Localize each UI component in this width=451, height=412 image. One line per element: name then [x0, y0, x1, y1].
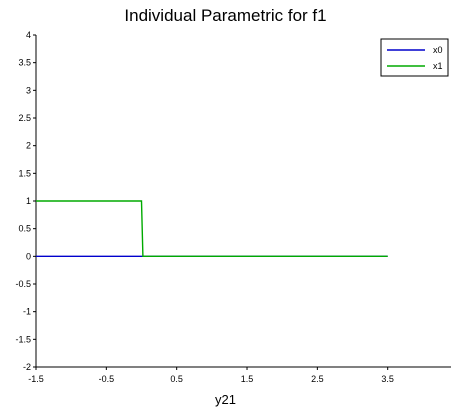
y-axis-ticks: -2 -1.5 -1 -0.5 0 0.5 1 1.5 2 2.5 3 3.5 4	[15, 30, 36, 372]
y-tick-label: -1	[23, 307, 31, 317]
legend-box	[380, 38, 449, 77]
y-tick-label: 3	[26, 85, 31, 95]
x-tick-label: 1.5	[241, 374, 254, 384]
y-tick-label: 2.5	[18, 113, 31, 123]
y-tick-label: -0.5	[15, 279, 31, 289]
x-tick-label: 0.5	[170, 374, 183, 384]
y-tick-label: 2	[26, 141, 31, 151]
series-line-x1	[36, 200, 388, 257]
legend: x0 x1	[380, 38, 449, 77]
legend-label: x0	[433, 45, 443, 55]
y-tick-label: 4	[26, 30, 31, 40]
chart-title: Individual Parametric for f1	[124, 6, 327, 25]
x-axis-ticks: -1.5 -0.5 0.5 1.5 2.5 3.5	[28, 367, 394, 384]
legend-label: x1	[433, 61, 443, 71]
x-tick-label: -1.5	[28, 374, 44, 384]
series-lines	[36, 200, 388, 257]
x-axis-label: y21	[215, 392, 236, 407]
y-tick-label: 0.5	[18, 224, 31, 234]
y-tick-label: 0	[26, 251, 31, 261]
y-tick-label: 1.5	[18, 168, 31, 178]
x-tick-label: 2.5	[311, 374, 324, 384]
y-tick-label: 1	[26, 196, 31, 206]
y-tick-label: 3.5	[18, 58, 31, 68]
y-tick-label: -1.5	[15, 334, 31, 344]
x-tick-label: 3.5	[381, 374, 394, 384]
x-tick-label: -0.5	[99, 374, 115, 384]
y-tick-label: -2	[23, 362, 31, 372]
